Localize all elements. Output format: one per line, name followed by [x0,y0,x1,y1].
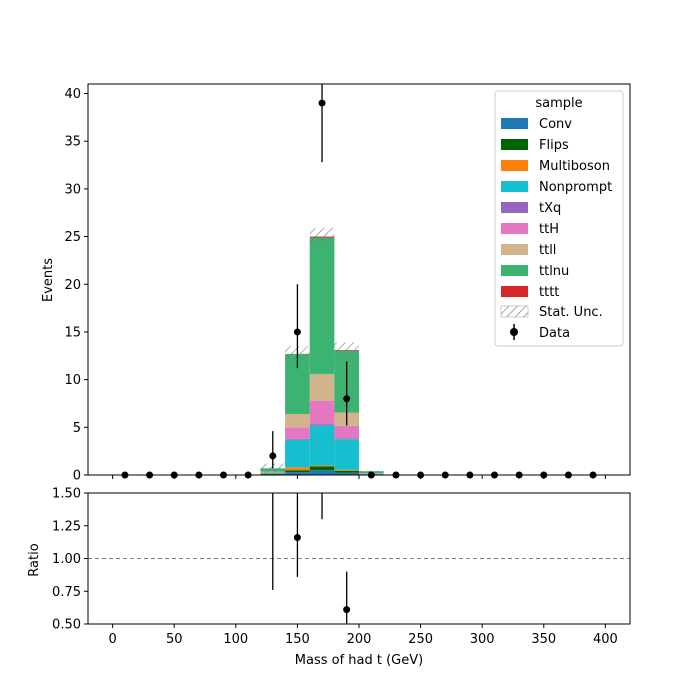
legend-title: sample [535,96,582,111]
legend-swatch-tth [501,223,528,234]
ratio-plot-background [88,493,630,624]
main-y-tick-label: 35 [64,135,81,150]
x-axis-label: Mass of had t (GeV) [295,653,423,668]
ratio-y-tick-label: 1.25 [52,519,81,534]
legend: sample Conv Flips Multiboson Nonprompt tXq tt… [494,90,624,347]
x-tick-label: 300 [470,632,495,647]
legend-label-tttt: tttt [539,285,559,300]
bar-multiboson-bin-2 [309,465,335,467]
ratio-y-tick-label: 1.00 [52,552,81,567]
stat-unc-band-bin-2 [309,228,335,246]
bar-txq-bin-2 [309,424,335,426]
x-tick-label: 50 [166,632,183,647]
bar-nonprompt-bin-2 [309,425,335,466]
data-point-6 [269,452,277,460]
ratio-y-axis-ticks: 0.50 0.75 1.00 1.25 1.50 [52,487,88,633]
bar-multiboson-bin-1 [285,467,310,471]
legend-box [494,90,624,347]
bar-txq-bin-3 [334,438,359,440]
bar-conv-bin-3 [334,472,359,475]
legend-stat-unc-label: Stat. Unc. [539,305,603,320]
data-point-8 [318,99,326,107]
legend-label-conv: Conv [539,117,572,132]
x-tick-label: 400 [593,632,618,647]
ratio-plot-panel: 0.50 0.75 1.00 1.25 1.50 0 50 100 150 200 250 300 3… [27,487,631,668]
legend-swatch-txq [501,202,528,213]
legend-swatch-ttlnu [501,265,528,276]
legend-data-label: Data [539,326,570,341]
main-y-tick-label: 10 [64,373,81,388]
data-point-9 [343,395,351,403]
bar-nonprompt-bin-3 [334,439,359,470]
ratio-y-tick-label: 0.75 [52,585,81,600]
legend-stat-unc-swatch [500,305,529,318]
legend-data-marker [510,324,518,340]
x-tick-label: 250 [408,632,433,647]
bar-tth-bin-2 [309,400,335,425]
stat-unc-band-bin-4 [359,470,384,472]
bar-tth-bin-1 [285,427,310,439]
ratio-points [272,493,351,624]
legend-swatch-ttll [501,244,528,255]
x-tick-label: 100 [223,632,248,647]
legend-label-multiboson: Multiboson [539,159,610,174]
bar-ttlnu-bin-2 [309,237,335,374]
legend-entries: Conv Flips Multiboson Nonprompt tXq ttH ttll tt… [501,117,612,300]
data-point-7 [293,328,301,336]
bar-flips-bin-3 [334,470,359,473]
legend-label-tth: ttH [539,222,559,237]
x-tick-label: 350 [531,632,556,647]
main-y-tick-label: 40 [64,87,81,102]
legend-label-nonprompt: Nonprompt [539,180,612,195]
x-tick-label: 0 [108,632,116,647]
legend-swatch-nonprompt [501,181,528,192]
x-tick-label: 150 [285,632,310,647]
bar-conv-bin-2 [309,470,335,475]
ratio-x-axis-ticks: 0 50 100 150 200 250 300 350 400 [108,624,618,647]
main-y-tick-label: 15 [64,325,81,340]
ratio-y-tick-label: 1.50 [52,487,81,502]
bar-multiboson-bin-3 [334,469,359,471]
main-y-axis-ticks: 0 5 10 15 20 25 30 35 40 [64,87,88,484]
bar-ttll-bin-2 [309,373,335,401]
main-x-axis-ticks [112,475,606,479]
main-y-tick-label: 0 [73,469,81,484]
legend-swatch-multiboson [501,160,528,171]
bar-flips-bin-2 [309,466,335,471]
legend-label-txq: tXq [539,201,561,216]
legend-swatch-tttt [501,286,528,297]
ratio-y-tick-label: 0.50 [52,618,81,633]
legend-label-ttll: ttll [539,243,556,258]
ratio-y-axis-label: Ratio [27,543,42,576]
bar-txq-bin-1 [285,438,310,440]
legend-label-flips: Flips [539,138,569,153]
main-y-tick-label: 30 [64,182,81,197]
legend-label-ttlnu: ttlnu [539,264,569,279]
ratio-point-3 [343,606,351,614]
bar-nonprompt-bin-1 [285,439,310,468]
ratio-point-1 [293,534,301,542]
bar-conv-bin-1 [285,472,310,475]
legend-swatch-flips [501,139,528,150]
bar-tth-bin-3 [334,425,359,439]
bar-flips-bin-1 [285,470,310,473]
main-y-tick-label: 20 [64,278,81,293]
legend-swatch-conv [501,118,528,129]
stat-unc-band-bin-3 [334,342,359,358]
main-y-tick-label: 5 [73,421,81,436]
x-tick-label: 200 [347,632,372,647]
bar-ttll-bin-1 [285,413,310,428]
main-y-axis-label: Events [41,258,56,302]
main-y-tick-label: 25 [64,230,81,245]
